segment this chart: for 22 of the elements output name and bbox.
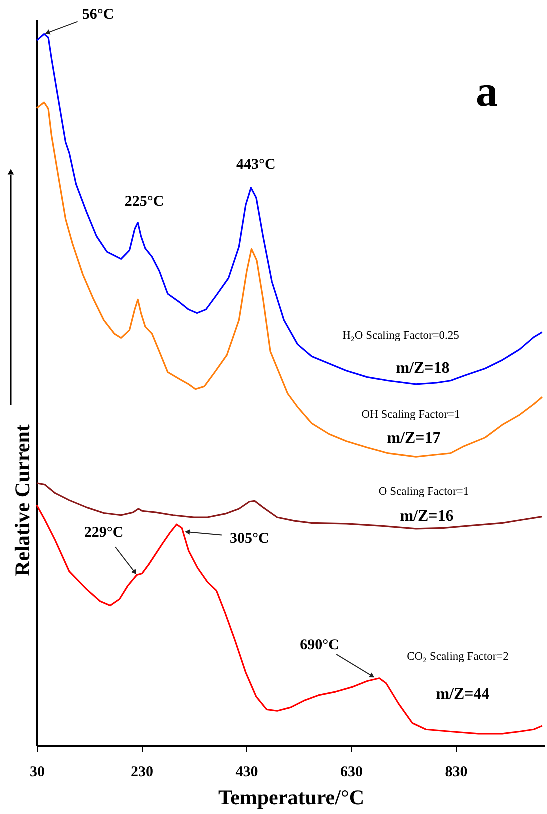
annotation: OH Scaling Factor=1: [362, 409, 460, 421]
annotation: O Scaling Factor=1: [378, 486, 470, 498]
annotation: 443°C: [236, 156, 276, 173]
annotation: CO₂ Scaling Factor=2: [407, 651, 510, 663]
annotation: m/Z=16: [400, 508, 454, 525]
x-tick-label: 230: [130, 764, 154, 780]
x-tick-label: 430: [236, 764, 258, 780]
x-tick-label: 830: [445, 764, 468, 780]
annotation: 56°C: [82, 7, 114, 24]
x-axis-title: Temperature/°C: [218, 786, 365, 810]
annotation: m/Z=44: [436, 686, 490, 703]
annotation: H₂O Scaling Factor=0.25: [342, 330, 460, 342]
annotation: m/Z=18: [396, 360, 450, 377]
annotation: 225°C: [124, 194, 164, 210]
y-axis-title: Relative Current: [10, 424, 34, 576]
annotation: 229°C: [84, 525, 124, 542]
annotation: a: [476, 67, 498, 116]
annotation: 690°C: [300, 637, 340, 654]
x-tick-label: 630: [340, 764, 363, 780]
annotation: m/Z=17: [387, 430, 441, 447]
x-tick-label: 30: [30, 764, 45, 780]
annotation: 305°C: [230, 530, 270, 547]
